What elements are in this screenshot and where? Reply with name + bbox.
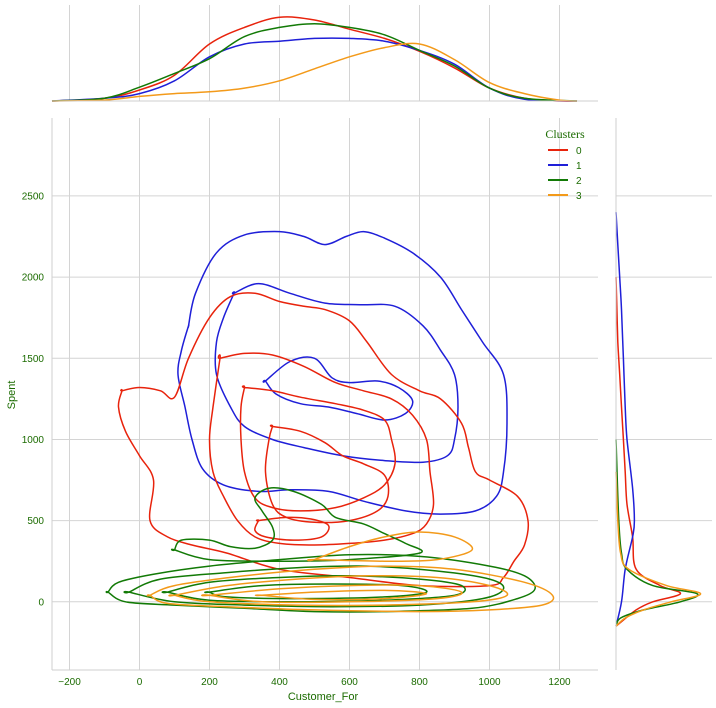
contour-cluster-2 [161,575,466,603]
y-tick-labels: 0 500 1000 1500 2000 2500 [22,191,45,608]
top-marginal-kde [51,16,578,102]
contour-cluster-2 [105,553,536,613]
right-marginal-cluster-2 [615,439,699,627]
x-tick-label: 400 [271,677,288,688]
x-tick-label: 600 [341,677,358,688]
top-marginal-cluster-3 [51,42,578,102]
contour-cluster-2 [123,565,505,608]
y-tick-label: 2500 [22,191,45,202]
contour-cluster-0 [208,352,435,546]
x-axis-label: Customer_For [288,691,359,703]
right-marginal-cluster-3 [615,471,702,627]
contour-cluster-0 [117,292,530,588]
contour-cluster-1 [214,282,459,464]
right-marginal-cluster-0 [615,277,682,627]
axis-lines [51,100,617,671]
x-tick-label: −200 [58,677,81,688]
contour-cluster-3 [146,565,555,613]
legend-label-1: 1 [576,161,582,172]
x-tick-label: 1000 [478,677,501,688]
y-axis-label: Spent [6,381,18,410]
legend-title: Clusters [545,127,585,141]
main-gridlines [52,118,598,670]
contour-cluster-3 [254,589,428,601]
y-tick-label: 500 [27,516,44,527]
x-tick-label: 200 [201,677,218,688]
top-marginal-cluster-2 [51,22,578,102]
x-tick-label: 0 [137,677,143,688]
legend: Clusters 0 1 2 3 [545,127,585,202]
kde-contours [105,230,555,613]
right-marginal-cluster-1 [615,212,636,627]
contour-cluster-0 [254,516,330,541]
contour-cluster-0 [264,424,390,524]
legend-label-0: 0 [576,146,582,157]
contour-cluster-3 [201,584,463,604]
contour-cluster-1 [262,356,414,421]
y-tick-label: 0 [38,597,44,608]
contour-cluster-2 [170,487,423,562]
contour-cluster-3 [168,574,509,607]
x-tick-label: 800 [411,677,428,688]
top-marginal-cluster-0 [51,16,578,102]
contour-cluster-0 [239,385,397,512]
contour-cluster-1 [177,230,508,515]
legend-label-2: 2 [576,176,582,187]
x-tick-labels: −200 0 200 400 600 800 1000 1200 [58,677,571,688]
right-marginal-gridlines [616,195,712,603]
right-marginal-kde [615,212,702,627]
y-tick-label: 2000 [22,273,45,284]
legend-label-3: 3 [576,191,582,202]
contour-cluster-3 [307,531,474,562]
top-marginal-gridlines [69,5,560,101]
y-tick-label: 1000 [22,435,45,446]
y-tick-label: 1500 [22,354,45,365]
x-tick-label: 1200 [548,677,571,688]
